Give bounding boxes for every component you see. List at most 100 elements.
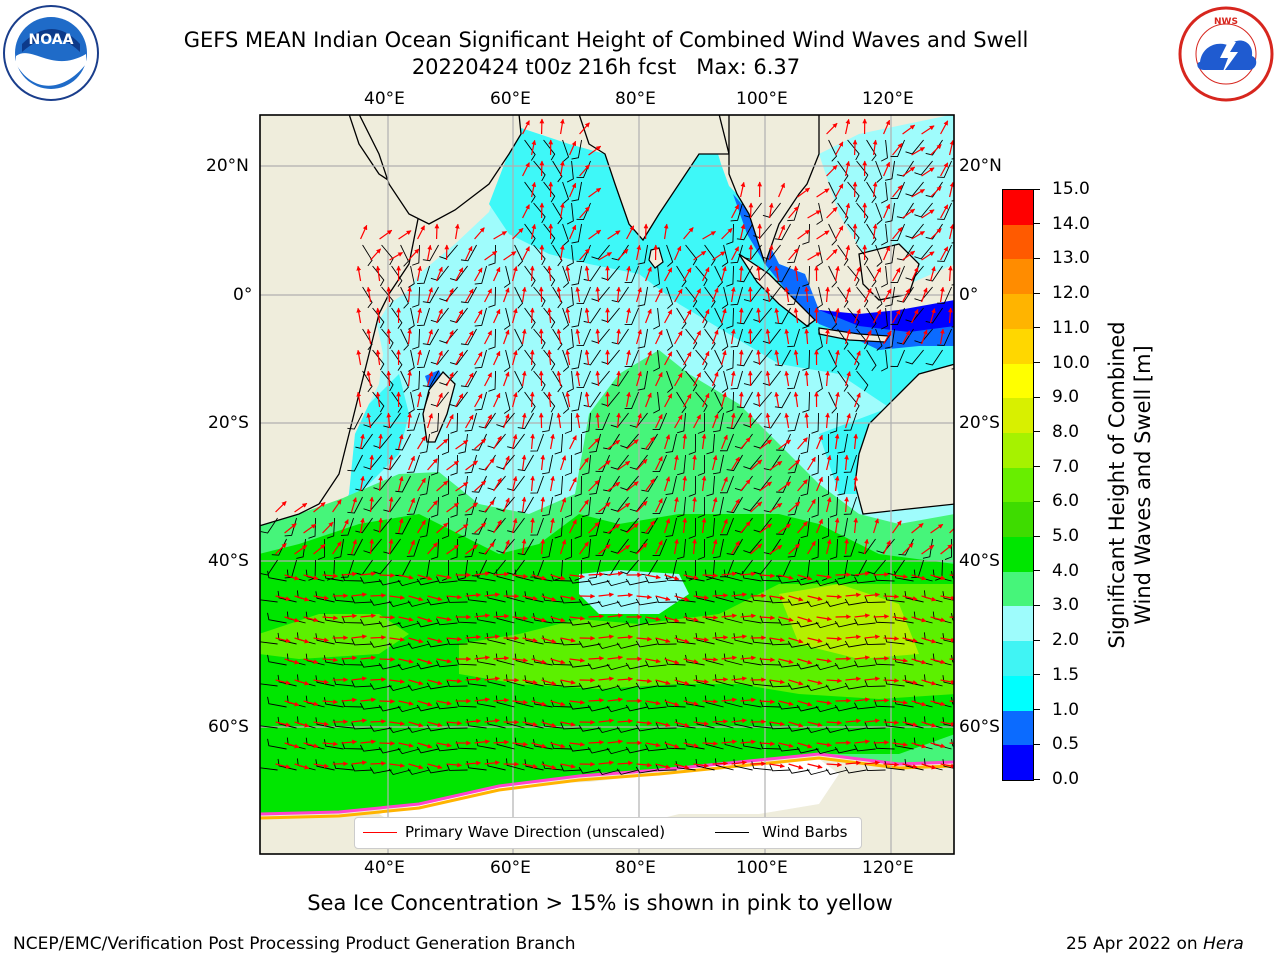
wind-barb (360, 702, 382, 710)
wave-direction-arrow (825, 328, 830, 345)
wind-barb (676, 349, 687, 372)
colorbar-segment (1003, 641, 1033, 676)
wave-direction-arrow (852, 223, 858, 240)
wind-barb (743, 538, 762, 554)
wind-barb (847, 391, 860, 413)
colorbar-tick-label: 0.0 (1052, 769, 1080, 789)
wind-barb (355, 475, 373, 492)
wind-barb (578, 725, 601, 732)
wave-direction-arrow (655, 456, 663, 471)
wave-direction-arrow (712, 251, 726, 261)
wave-direction-arrow (565, 391, 571, 408)
wave-direction-arrow (427, 595, 443, 602)
wind-barb (881, 307, 888, 330)
wind-barb (828, 307, 838, 330)
wave-direction-arrow (465, 372, 474, 387)
wave-direction-arrow (902, 542, 914, 555)
wave-direction-arrow (769, 544, 783, 555)
wind-barb (381, 328, 394, 350)
wave-direction-arrow (408, 595, 424, 602)
wave-direction-arrow (341, 613, 357, 619)
wind-barb (530, 433, 544, 452)
wave-direction-arrow (807, 251, 821, 261)
wind-barb (446, 679, 468, 687)
lon-tick-top: 100°E (736, 89, 788, 109)
wave-direction-arrow (547, 265, 552, 282)
wind-barb (922, 538, 934, 559)
wind-barb (665, 433, 678, 453)
wave-direction-arrow (797, 616, 813, 623)
wave-direction-arrow (386, 286, 392, 303)
wind-barb (712, 538, 725, 559)
footer-date: 25 Apr 2022 on (1066, 934, 1204, 954)
wind-barb (763, 538, 781, 555)
wind-barb (714, 758, 734, 771)
wind-barb (381, 244, 394, 266)
wind-barb (704, 737, 724, 750)
wave-direction-arrow (793, 349, 799, 366)
colorbar-tick-label: 11.0 (1052, 317, 1090, 338)
wind-barb (486, 674, 506, 687)
wave-direction-arrow (598, 544, 611, 555)
wave-direction-arrow (692, 496, 697, 513)
wind-barb (571, 265, 583, 286)
wave-direction-arrow (655, 595, 671, 602)
wind-barb (697, 496, 706, 518)
wind-barb (524, 675, 544, 687)
wind-barb (828, 349, 838, 372)
india (578, 115, 730, 242)
lat-tick-left: 20°N (206, 156, 249, 176)
wave-direction-arrow (625, 307, 631, 324)
wave-direction-arrow (778, 439, 791, 450)
wind-barb (554, 433, 564, 455)
wind-barb (828, 139, 838, 162)
wave-direction-arrow (693, 288, 702, 303)
wind-barb (685, 738, 705, 750)
wave-direction-arrow (731, 540, 740, 555)
wind-barb (496, 538, 515, 554)
wave-direction-arrow (740, 571, 756, 577)
wind-barb (685, 328, 698, 350)
wave-direction-arrow (759, 481, 772, 492)
wave-direction-arrow (556, 370, 562, 387)
wave-direction-arrow (854, 266, 861, 282)
colorbar-segment (1003, 398, 1033, 433)
wind-barb (759, 699, 781, 708)
wind-barb (543, 391, 556, 413)
wave-direction-arrow (388, 538, 394, 555)
wind-barb (571, 349, 583, 370)
wind-barb (406, 454, 420, 473)
wind-barb (419, 517, 431, 538)
wind-barb (597, 726, 620, 734)
colorbar-tick-mark (1033, 743, 1040, 745)
wave-direction-arrow (625, 349, 631, 366)
wave-direction-arrow (939, 328, 945, 345)
colorbar-tick-mark (1033, 257, 1040, 259)
wave-direction-arrow (417, 435, 426, 450)
wind-barb (554, 517, 564, 539)
wave-direction-arrow (778, 523, 791, 534)
wind-barb (542, 496, 554, 517)
wind-barb (774, 391, 791, 409)
wave-direction-arrow (902, 166, 916, 177)
colorbar-segment (1003, 571, 1033, 607)
wind-barb (875, 160, 883, 183)
wave-direction-arrow (427, 500, 438, 513)
wind-barb (574, 517, 583, 539)
wind-barb (458, 559, 469, 580)
lat-tick-left: 0° (233, 285, 253, 305)
wave-direction-arrow (721, 476, 728, 492)
wave-band-6-7 (779, 584, 919, 659)
wave-direction-arrow (436, 308, 443, 324)
wave-direction-arrow (359, 517, 365, 534)
wave-direction-arrow (721, 571, 737, 577)
wind-barb (514, 286, 524, 309)
wave-direction-arrow (474, 267, 483, 282)
wave-direction-arrow (360, 613, 376, 619)
wave-direction-arrow (493, 613, 510, 619)
wave-direction-arrow (645, 520, 655, 534)
wind-barb (743, 496, 762, 512)
colorbar-segment (1003, 502, 1033, 538)
wave-direction-arrow (529, 265, 535, 282)
wind-barb (260, 599, 278, 603)
